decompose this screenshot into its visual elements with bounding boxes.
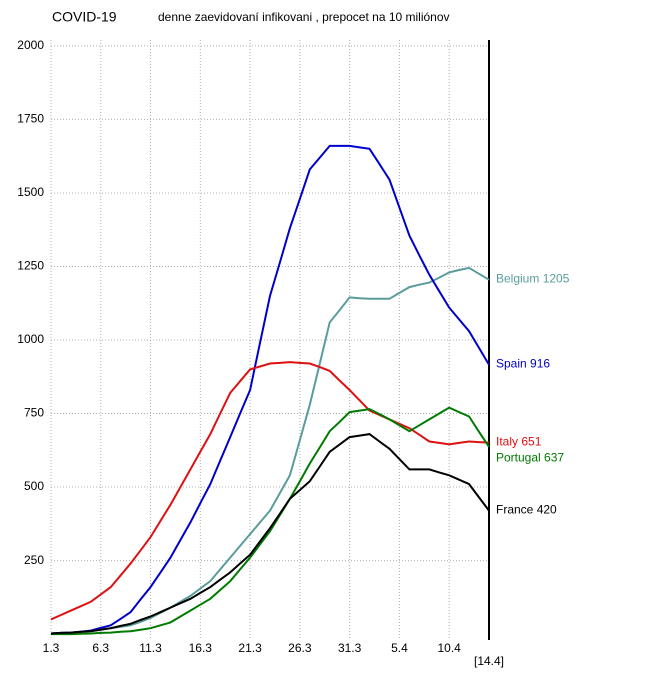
end-value: 420	[537, 503, 557, 517]
series-line	[50, 266, 490, 635]
end-label: France 420	[496, 503, 557, 517]
series-line	[51, 406, 490, 636]
x-tick-label: 10.4	[438, 641, 462, 655]
y-tick-label: 500	[24, 479, 44, 493]
end-label: Italy 651	[496, 435, 542, 449]
series-name: Belgium	[496, 272, 539, 286]
end-value: 651	[521, 435, 541, 449]
y-tick-label: 750	[24, 406, 44, 420]
end-label: Portugal 637	[496, 451, 564, 465]
y-tick-label: 250	[24, 553, 44, 567]
x-tick-label: 16.3	[189, 641, 213, 655]
x-tick-label: 26.3	[288, 641, 312, 655]
x-tick-label: 11.3	[139, 641, 162, 655]
y-tick-label: 1000	[17, 332, 44, 346]
x-tick-label: 6.3	[92, 641, 109, 655]
x-tick-label: 1.3	[43, 641, 60, 655]
end-value: 916	[530, 357, 550, 371]
series-line	[50, 144, 490, 635]
x-tick-label: 5.4	[391, 641, 408, 655]
x-tick-label: 21.3	[238, 641, 262, 655]
series-name: France	[496, 503, 534, 517]
series-name: Spain	[496, 357, 527, 371]
x-tick-label: [14.4]	[474, 654, 504, 668]
series-line	[50, 433, 490, 635]
series-name: Italy	[496, 435, 518, 449]
y-tick-label: 1750	[17, 112, 44, 126]
chart-title: COVID-19	[52, 9, 117, 25]
chart-subtitle: denne zaevidovaní infikovani , prepocet …	[158, 10, 450, 24]
end-value: 1205	[543, 272, 570, 286]
end-label: Belgium 1205	[496, 272, 570, 286]
y-tick-label: 1250	[17, 259, 44, 273]
y-tick-label: 1500	[17, 185, 44, 199]
end-label: Spain 916	[496, 357, 550, 371]
x-tick-label: 31.3	[338, 641, 362, 655]
end-value: 637	[544, 451, 564, 465]
y-tick-label: 2000	[17, 38, 44, 52]
series-line	[50, 361, 490, 621]
series-name: Portugal	[496, 451, 541, 465]
